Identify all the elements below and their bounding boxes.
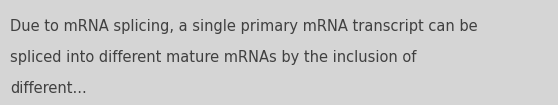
- Text: Due to mRNA splicing, a single primary mRNA transcript can be: Due to mRNA splicing, a single primary m…: [10, 19, 478, 34]
- Text: spliced into different mature mRNAs by the inclusion of: spliced into different mature mRNAs by t…: [10, 50, 416, 65]
- Text: different...: different...: [10, 81, 87, 96]
